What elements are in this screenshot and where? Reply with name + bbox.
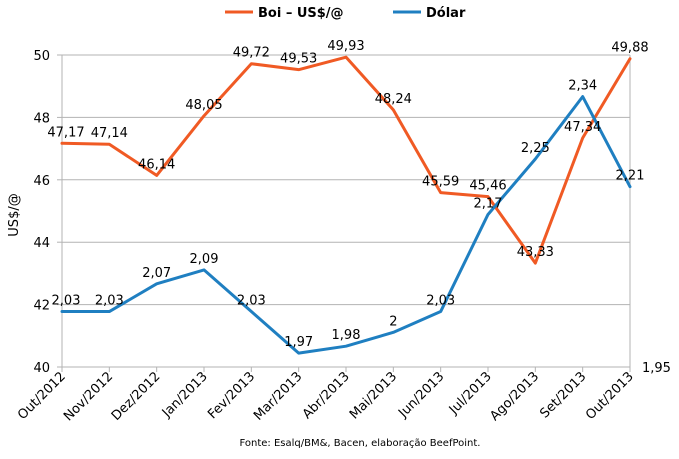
data-label-dolar: 2,07	[142, 266, 171, 281]
data-label-dolar: 2,03	[95, 294, 124, 309]
data-label-boi: 49,88	[611, 41, 648, 56]
x-tick-label: Out/2012	[15, 369, 69, 423]
data-label-boi: 43,33	[517, 245, 554, 260]
data-label-dolar: 2,25	[521, 141, 550, 156]
data-label-dolar: 2,34	[568, 79, 597, 94]
legend-label-dolar: Dólar	[426, 6, 466, 21]
x-tick-label: Jul/2013	[446, 369, 495, 418]
x-tick-label: Dez/2012	[109, 369, 164, 424]
data-label-boi: 48,24	[375, 92, 412, 107]
data-label-boi: 49,93	[327, 39, 364, 54]
data-label-dolar: 2,21	[616, 169, 645, 184]
x-tick-label: Abr/2013	[300, 369, 353, 422]
data-label-boi: 47,17	[47, 125, 84, 140]
x-tick-label: Fev/2013	[205, 369, 258, 422]
data-label-dolar: 1,97	[284, 335, 313, 350]
data-label-dolar: 2,03	[237, 294, 266, 309]
data-label-boi: 46,14	[138, 157, 175, 172]
data-label-boi: 45,46	[469, 179, 506, 194]
x-tick-label: Nov/2012	[61, 369, 116, 424]
y-tick-label: 40	[33, 361, 50, 376]
legend: Boi – US$/@ Dólar	[225, 6, 466, 21]
x-tick-label: Out/2013	[583, 369, 637, 423]
data-labels: 47,17 47,14 46,14 48,05 49,72 49,53 49,93 48,24…	[47, 39, 648, 350]
y2-axis-ticks: 1,95	[642, 361, 671, 376]
data-label-boi: 49,72	[233, 46, 270, 61]
data-label-boi: 49,53	[280, 52, 317, 67]
gridlines	[57, 54, 630, 368]
x-tick-label: Set/2013	[537, 369, 589, 421]
x-tick-label: Ago/2013	[487, 369, 542, 424]
y2-tick-label: 1,95	[642, 361, 671, 376]
data-label-boi: 47,14	[91, 126, 128, 141]
x-axis-ticks: Out/2012Nov/2012Dez/2012Jan/2013Fev/2013…	[15, 367, 637, 424]
data-label-dolar: 1,98	[332, 328, 361, 343]
data-label-boi: 48,05	[185, 98, 222, 113]
y-tick-label: 48	[33, 111, 50, 126]
data-label-dolar: 2	[389, 314, 397, 329]
y-axis-ticks: 40 42 44 46 48 50	[33, 49, 50, 376]
x-tick-label: Jun/2013	[395, 369, 447, 421]
y-tick-label: 46	[33, 174, 50, 189]
series-line-dolar	[60, 95, 632, 355]
data-label-dolar: 2,03	[52, 294, 81, 309]
axes	[61, 55, 631, 368]
data-label-boi: 45,59	[422, 175, 459, 190]
data-label-dolar: 2,03	[426, 294, 455, 309]
x-tick-label: Mar/2013	[251, 369, 305, 423]
data-label-dolar: 2,09	[190, 252, 219, 267]
data-label-dolar: 2,17	[474, 196, 503, 211]
series-line-boi	[60, 55, 632, 265]
y-axis-title: US$/@	[7, 193, 22, 236]
data-label-boi: 47,34	[564, 120, 601, 135]
y-tick-label: 42	[33, 299, 50, 314]
legend-label-boi: Boi – US$/@	[258, 6, 344, 21]
x-tick-label: Mai/2013	[347, 369, 400, 422]
series-lines	[60, 55, 632, 355]
source-note: Fonte: Esalq/BM&, Bacen, elaboração Beef…	[240, 438, 481, 449]
x-tick-label: Jan/2013	[159, 369, 211, 421]
y-tick-label: 44	[33, 236, 50, 251]
y-tick-label: 50	[33, 49, 50, 64]
